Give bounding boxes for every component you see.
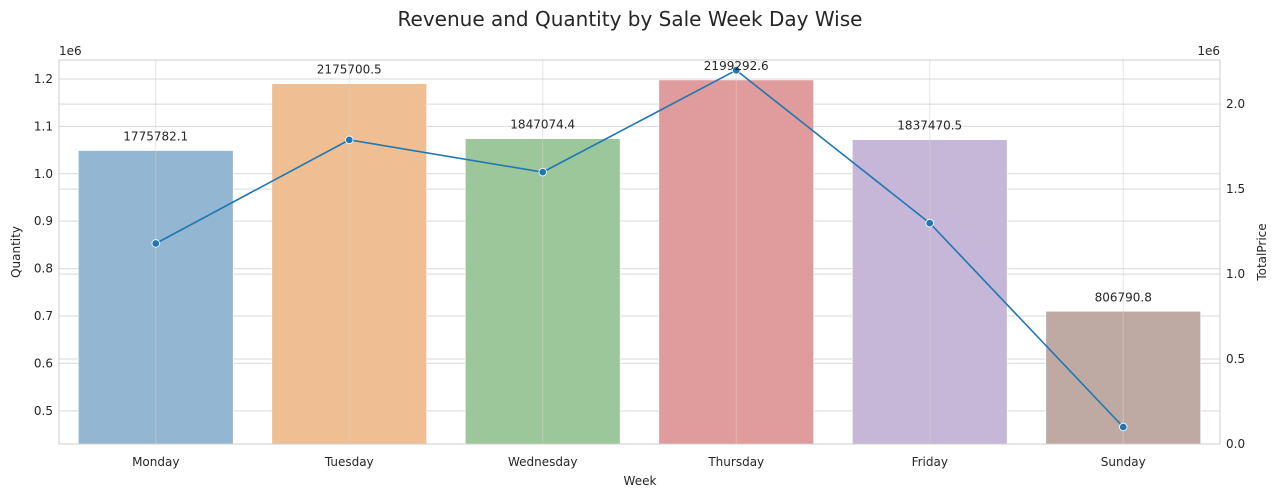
bar-value-label: 1847074.4 xyxy=(510,118,575,132)
y-tick-label: 1.1 xyxy=(34,119,53,133)
totalprice-line xyxy=(155,69,1124,428)
y-tick-label: 0.9 xyxy=(34,214,53,228)
y-tick-label: 0.8 xyxy=(34,262,53,276)
y-right-tick-label: 1.5 xyxy=(1226,182,1245,196)
y-tick-label: 1.2 xyxy=(34,72,53,86)
left-offset-text: 1e6 xyxy=(59,44,82,58)
y-tick-label: 0.5 xyxy=(34,404,53,418)
y-axis-label: Quantity xyxy=(9,226,23,278)
bar-labels: 1775782.1 2175700.5 1847074.4 2199292.6 1837… xyxy=(123,59,1152,304)
x-axis-label: Week xyxy=(624,474,657,488)
line-point-thursday xyxy=(732,65,741,75)
bar-value-label: 1775782.1 xyxy=(123,130,188,144)
y-right-tick-labels: 0.0 0.5 1.0 1.5 2.0 xyxy=(1226,97,1245,451)
y-tick-labels: 0.5 0.6 0.7 0.8 0.9 1.0 1.1 1.2 xyxy=(34,72,53,418)
x-tick-label: Wednesday xyxy=(508,455,577,469)
line-point-sunday xyxy=(1119,422,1128,432)
plot-frame xyxy=(58,59,1221,445)
x-tick-label: Tuesday xyxy=(324,455,374,469)
y-tick-label: 0.7 xyxy=(34,309,53,323)
vertical-grid xyxy=(155,60,1124,444)
bar-value-label: 1837470.5 xyxy=(897,119,962,133)
bar-value-label: 2199292.6 xyxy=(704,59,769,73)
line-point-monday xyxy=(151,239,160,248)
bar-value-label: 2175700.5 xyxy=(317,63,382,77)
line-series xyxy=(151,65,1128,432)
line-point-tuesday xyxy=(345,135,354,145)
x-tick-label: Thursday xyxy=(707,455,764,469)
y-right-tick-label: 0.0 xyxy=(1226,437,1245,451)
y-tick-label: 1.0 xyxy=(34,167,53,181)
x-tick-labels: Monday Tuesday Wednesday Thursday Friday Sund… xyxy=(132,455,1146,469)
bar-value-label: 806790.8 xyxy=(1095,290,1152,304)
chart-title: Revenue and Quantity by Sale Week Day Wi… xyxy=(398,7,863,31)
y-right-tick-label: 2.0 xyxy=(1226,97,1245,111)
y-tick-label: 0.6 xyxy=(34,356,53,370)
line-point-friday xyxy=(925,218,934,228)
line-point-wednesday xyxy=(538,167,547,177)
x-tick-label: Friday xyxy=(912,455,948,469)
y-right-tick-label: 1.0 xyxy=(1226,267,1245,281)
y-right-tick-label: 0.5 xyxy=(1226,352,1245,366)
y-right-axis-label: TotalPrice xyxy=(1255,223,1269,281)
x-tick-label: Sunday xyxy=(1101,455,1146,469)
x-tick-label: Monday xyxy=(132,455,179,469)
right-offset-text: 1e6 xyxy=(1197,44,1220,58)
